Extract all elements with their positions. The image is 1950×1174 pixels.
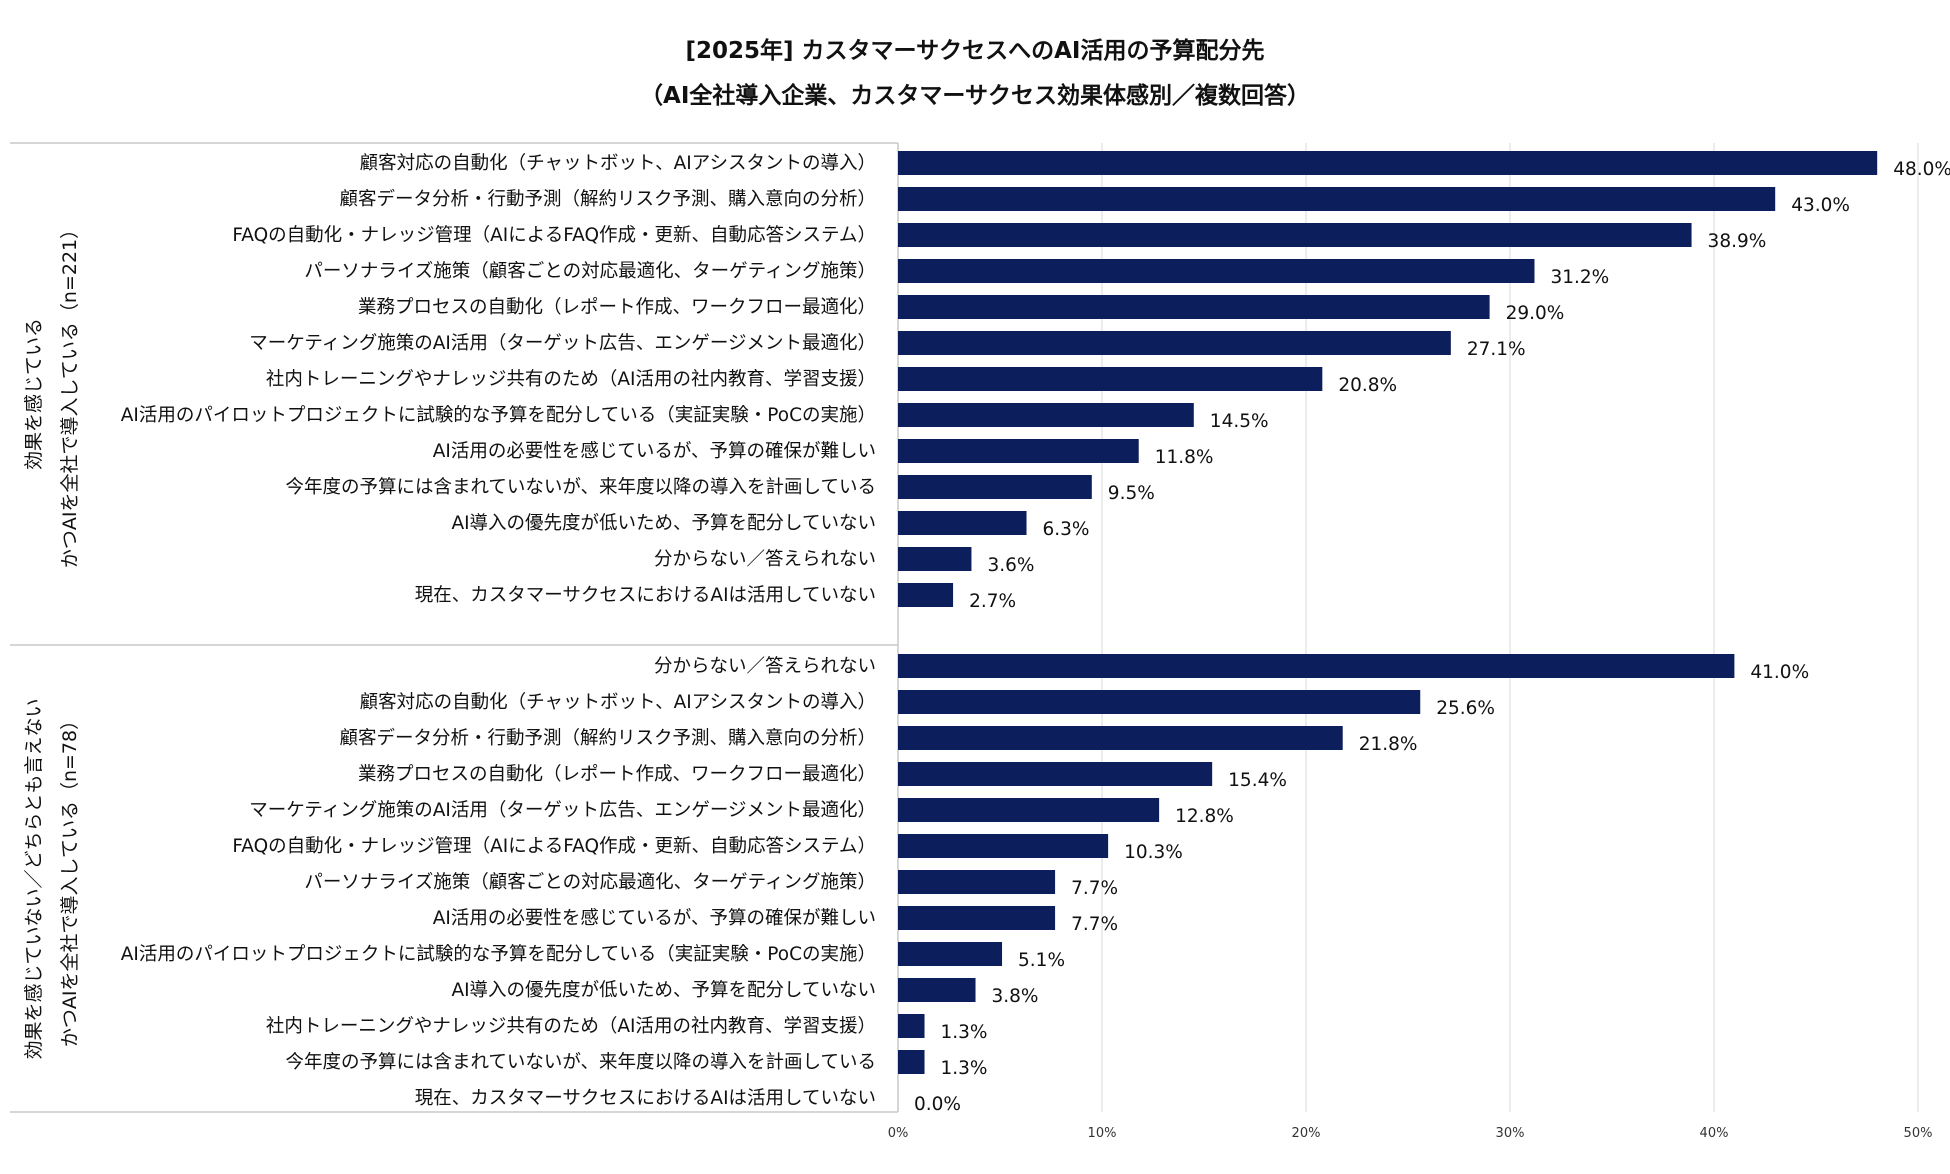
category-label: マーケティング施策のAI活用（ターゲット広告、エンゲージメント最適化） xyxy=(249,800,876,821)
category-label: FAQの自動化・ナレッジ管理（AIによるFAQ作成・更新、自動応答システム） xyxy=(232,836,876,857)
data-label: 15.4% xyxy=(1228,770,1287,791)
x-tick-label: 20% xyxy=(1292,1126,1321,1141)
bar xyxy=(898,906,1056,930)
data-label: 14.5% xyxy=(1210,411,1269,432)
bar xyxy=(898,870,1056,894)
category-label: 顧客データ分析・行動予測（解約リスク予測、購入意向の分析） xyxy=(339,189,876,210)
category-label: FAQの自動化・ナレッジ管理（AIによるFAQ作成・更新、自動応答システム） xyxy=(232,225,876,246)
data-label: 20.8% xyxy=(1338,375,1397,396)
bar xyxy=(898,439,1139,463)
category-label: パーソナライズ施策（顧客ごとの対応最適化、ターゲティング施策） xyxy=(304,261,876,282)
group-label-line1: 効果を感じていない／どちらとも言えない xyxy=(23,698,45,1059)
data-label: 48.0% xyxy=(1893,159,1950,180)
bars: 効果を感じている かつAIを全社で導入している（n=221） 顧客対応の自動化（チャ… xyxy=(23,151,1950,1115)
data-label: 10.3% xyxy=(1124,842,1183,863)
category-label: AI活用のパイロットプロジェクトに試験的な予算を配分している（実証実験・PoCの… xyxy=(121,944,876,965)
category-label: 今年度の予算には含まれていないが、来年度以降の導入を計画している xyxy=(285,477,876,498)
bar xyxy=(898,547,972,571)
x-axis-ticks: 0% 10% 20% 30% 40% 50% xyxy=(888,1126,1933,1141)
category-label: AI導入の優先度が低いため、予算を配分していない xyxy=(451,513,876,534)
bar-group: 効果を感じている かつAIを全社で導入している（n=221） 顧客対応の自動化（チャ… xyxy=(23,151,1950,612)
category-label: AI活用のパイロットプロジェクトに試験的な予算を配分している（実証実験・PoCの… xyxy=(121,405,876,426)
data-label: 1.3% xyxy=(941,1022,988,1043)
x-tick-label: 40% xyxy=(1700,1126,1729,1141)
category-label: 業務プロセスの自動化（レポート作成、ワークフロー最適化） xyxy=(358,764,876,785)
data-label: 38.9% xyxy=(1708,231,1767,252)
gridlines xyxy=(1101,143,1919,1112)
data-label: 43.0% xyxy=(1791,195,1850,216)
data-label: 6.3% xyxy=(1043,519,1090,540)
data-label: 11.8% xyxy=(1155,447,1214,468)
category-label: 社内トレーニングやナレッジ共有のため（AI活用の社内教育、学習支援） xyxy=(266,369,876,390)
group-frame xyxy=(10,142,899,1113)
category-label: 現在、カスタマーサクセスにおけるAIは活用していない xyxy=(415,585,876,606)
data-label: 31.2% xyxy=(1550,267,1609,288)
category-label: 社内トレーニングやナレッジ共有のため（AI活用の社内教育、学習支援） xyxy=(266,1016,876,1037)
x-tick-label: 50% xyxy=(1904,1126,1933,1141)
data-label: 41.0% xyxy=(1750,662,1809,683)
category-label: 業務プロセスの自動化（レポート作成、ワークフロー最適化） xyxy=(358,297,876,318)
bar xyxy=(898,1050,925,1074)
category-label: 分からない／答えられない xyxy=(654,656,876,677)
data-label: 12.8% xyxy=(1175,806,1234,827)
bar xyxy=(898,726,1343,750)
category-label: AI導入の優先度が低いため、予算を配分していない xyxy=(451,980,876,1001)
x-tick-label: 10% xyxy=(1088,1126,1117,1141)
bar xyxy=(898,1014,925,1038)
bar xyxy=(898,187,1776,211)
data-label: 27.1% xyxy=(1467,339,1526,360)
bar xyxy=(898,583,954,607)
category-label: 顧客対応の自動化（チャットボット、AIアシスタントの導入） xyxy=(360,692,876,713)
data-label: 5.1% xyxy=(1018,950,1065,971)
bar xyxy=(898,762,1213,786)
bar xyxy=(898,331,1451,355)
data-label: 1.3% xyxy=(941,1058,988,1079)
category-label: AI活用の必要性を感じているが、予算の確保が難しい xyxy=(433,441,876,462)
data-label: 29.0% xyxy=(1506,303,1565,324)
category-label: 顧客データ分析・行動予測（解約リスク予測、購入意向の分析） xyxy=(339,728,876,749)
chart-title: [2025年] カスタマーサクセスへのAI活用の予算配分先 xyxy=(686,37,1265,64)
x-tick-label: 30% xyxy=(1496,1126,1525,1141)
bar xyxy=(898,295,1490,319)
bar xyxy=(898,690,1421,714)
group-label-line2: かつAIを全社で導入している（n=221） xyxy=(59,220,81,568)
bar xyxy=(898,834,1109,858)
bar xyxy=(898,151,1878,175)
category-label: 現在、カスタマーサクセスにおけるAIは活用していない xyxy=(415,1088,876,1109)
bar xyxy=(898,223,1692,247)
data-label: 21.8% xyxy=(1359,734,1418,755)
category-label: マーケティング施策のAI活用（ターゲット広告、エンゲージメント最適化） xyxy=(249,333,876,354)
data-label: 25.6% xyxy=(1436,698,1495,719)
bar xyxy=(898,978,976,1002)
group-label-line2: かつAIを全社で導入している（n=78） xyxy=(59,711,81,1047)
bar xyxy=(898,475,1092,499)
data-label: 2.7% xyxy=(969,591,1016,612)
chart-subtitle: （AI全社導入企業、カスタマーサクセス効果体感別／複数回答） xyxy=(640,82,1310,109)
data-label: 0.0% xyxy=(914,1094,961,1115)
data-label: 7.7% xyxy=(1071,914,1118,935)
category-label: 今年度の予算には含まれていないが、来年度以降の導入を計画している xyxy=(285,1052,876,1073)
bar xyxy=(898,367,1323,391)
category-label: 顧客対応の自動化（チャットボット、AIアシスタントの導入） xyxy=(360,153,876,174)
bar xyxy=(898,942,1003,966)
category-label: パーソナライズ施策（顧客ごとの対応最適化、ターゲティング施策） xyxy=(304,872,876,893)
category-label: AI活用の必要性を感じているが、予算の確保が難しい xyxy=(433,908,876,929)
bar xyxy=(898,403,1194,427)
category-label: 分からない／答えられない xyxy=(654,549,876,570)
data-label: 7.7% xyxy=(1071,878,1118,899)
data-label: 3.8% xyxy=(992,986,1039,1007)
bar-group: 効果を感じていない／どちらとも言えない かつAIを全社で導入している（n=78） 分… xyxy=(23,654,1809,1115)
group-label-line1: 効果を感じている xyxy=(23,318,45,470)
bar xyxy=(898,798,1160,822)
bar xyxy=(898,259,1535,283)
data-label: 3.6% xyxy=(987,555,1034,576)
data-label: 9.5% xyxy=(1108,483,1155,504)
x-tick-label: 0% xyxy=(888,1126,909,1141)
bar xyxy=(898,654,1735,678)
bar xyxy=(898,511,1027,535)
